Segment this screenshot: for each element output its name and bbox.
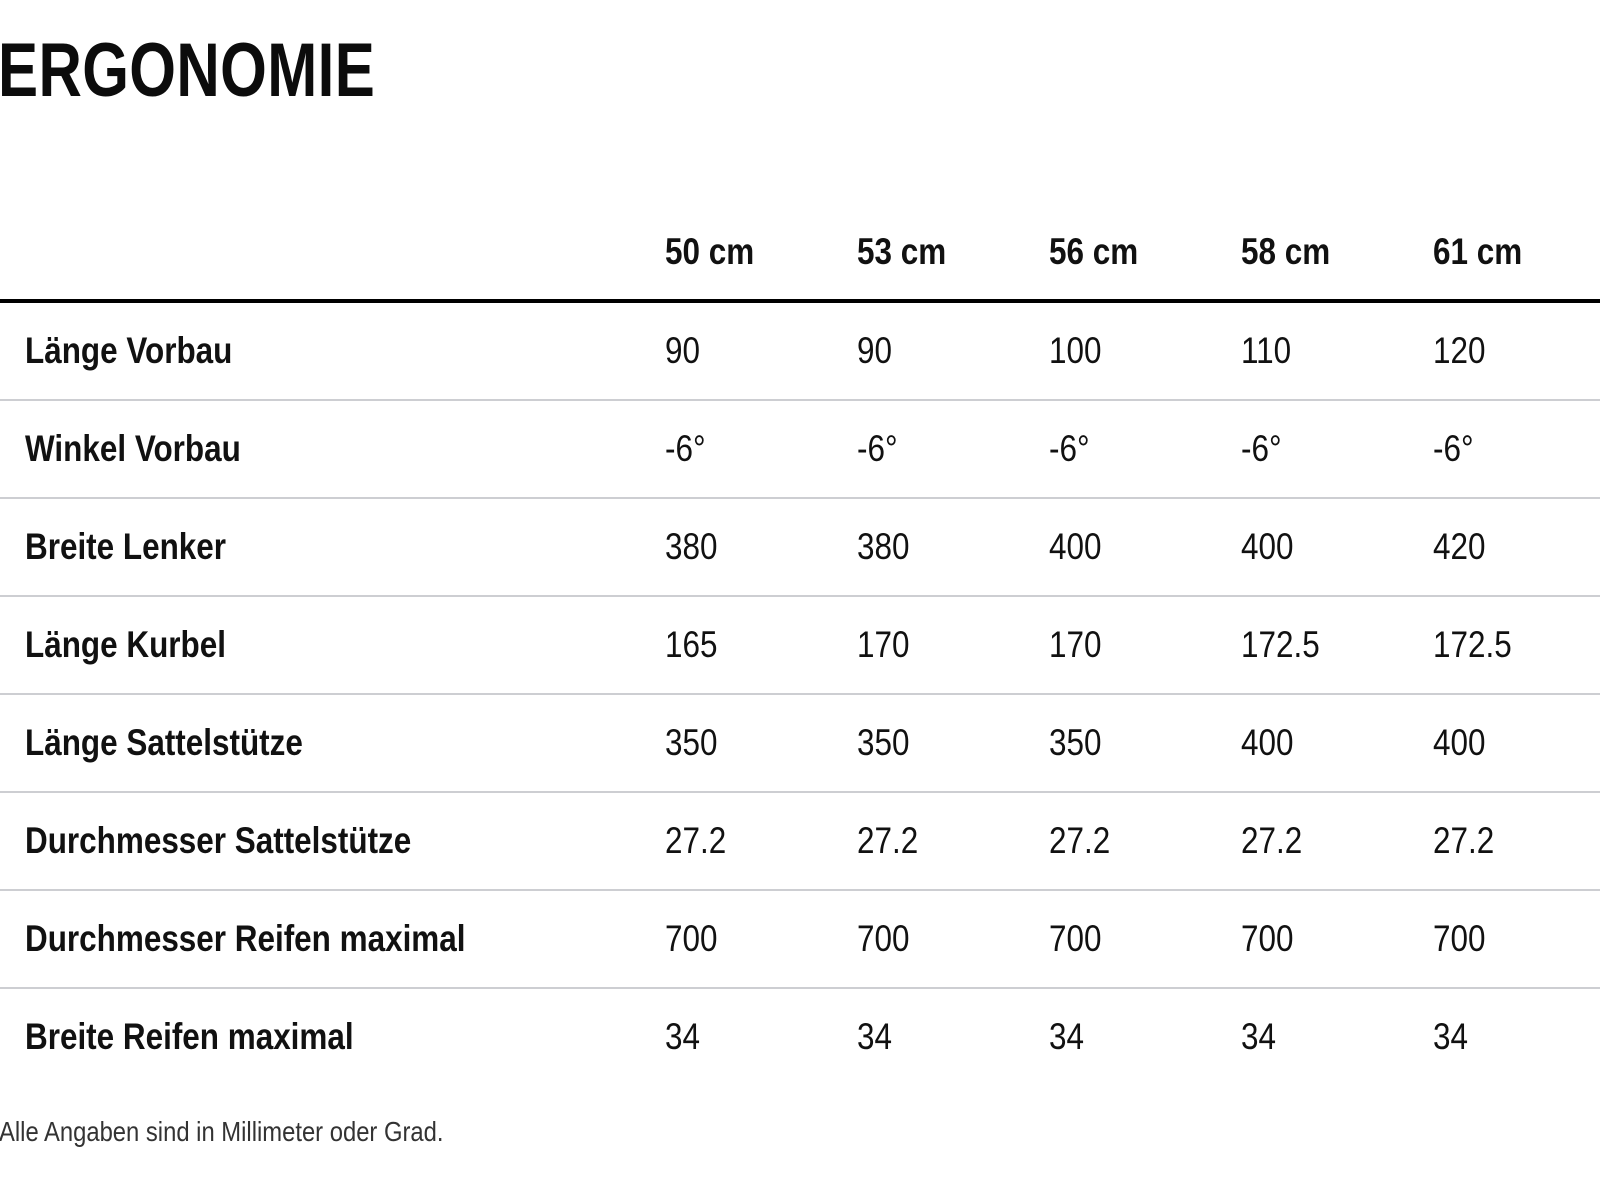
- row-label: Winkel Vorbau: [0, 400, 640, 499]
- value-cell: 350: [832, 694, 1024, 793]
- size-column-header-label: 53 cm: [857, 231, 947, 272]
- size-column-header-label: 58 cm: [1241, 231, 1331, 272]
- value-cell: 27.2: [1408, 792, 1600, 891]
- value-cell: 420: [1408, 498, 1600, 597]
- size-column-header-label: 56 cm: [1049, 231, 1139, 272]
- value-cell: -6°: [832, 400, 1024, 499]
- value-cell: -6°: [1024, 400, 1216, 499]
- value-cell: 170: [1024, 596, 1216, 695]
- row-label: Durchmesser Sattelstütze: [0, 792, 640, 891]
- page-title-text: ERGONOMIE: [0, 28, 376, 113]
- value-cell: 34: [857, 1016, 892, 1057]
- value-cell: 350: [1024, 694, 1216, 793]
- table-row: Breite Lenker 380 380 400 400 420: [0, 498, 1600, 597]
- value-cell: 172.5: [1408, 596, 1600, 695]
- size-column-header-56: 56 cm: [1024, 179, 1216, 303]
- row-label: Breite Lenker: [0, 498, 640, 597]
- row-label: Breite Reifen maximal: [25, 1016, 354, 1057]
- row-label: Durchmesser Reifen maximal: [0, 890, 640, 989]
- size-column-header-label: 50 cm: [665, 231, 755, 272]
- value-cell: 120: [1408, 301, 1600, 401]
- value-cell: 700: [1216, 890, 1408, 989]
- table-row: Durchmesser Reifen maximal 700 700 700 7…: [0, 890, 1600, 989]
- footnote: Alle Angaben sind in Millimeter oder Gra…: [0, 1112, 522, 1152]
- row-label: Länge Kurbel: [0, 596, 640, 695]
- value-cell: 170: [832, 596, 1024, 695]
- value-cell: 27.2: [640, 792, 832, 891]
- size-column-header-61: 61 cm: [1408, 179, 1600, 303]
- value-cell: 110: [1216, 301, 1408, 401]
- value-cell: 700: [640, 890, 832, 989]
- value-cell: 700: [1408, 890, 1600, 989]
- value-cell: 400: [1216, 694, 1408, 793]
- value-cell: 34: [665, 1016, 700, 1057]
- value-cell: 34: [1241, 1016, 1276, 1057]
- header-empty-cell: [0, 179, 640, 303]
- size-column-header-53: 53 cm: [832, 179, 1024, 303]
- table-row: Länge Sattelstütze 350 350 350 400 400: [0, 694, 1600, 793]
- value-cell: 380: [832, 498, 1024, 597]
- value-cell: 165: [640, 596, 832, 695]
- size-column-header-50: 50 cm: [640, 179, 832, 303]
- table-row: Länge Kurbel 165 170 170 172.5 172.5: [0, 596, 1600, 695]
- value-cell: 400: [1024, 498, 1216, 597]
- value-cell: 27.2: [832, 792, 1024, 891]
- value-cell: 100: [1024, 301, 1216, 401]
- value-cell: 90: [640, 301, 832, 401]
- row-label: Länge Sattelstütze: [0, 694, 640, 793]
- row-label: Länge Vorbau: [0, 301, 640, 401]
- table-header-row: 50 cm 53 cm 56 cm 58 cm 61 cm: [0, 179, 1600, 303]
- value-cell: -6°: [1216, 400, 1408, 499]
- value-cell: 700: [832, 890, 1024, 989]
- value-cell: 380: [640, 498, 832, 597]
- table-row: Breite Reifen maximal 34 34 34 34 34: [0, 988, 1600, 1085]
- value-cell: 90: [832, 301, 1024, 401]
- value-cell: 34: [1049, 1016, 1084, 1057]
- value-cell: 34: [1433, 1016, 1468, 1057]
- table-row: Durchmesser Sattelstütze 27.2 27.2 27.2 …: [0, 792, 1600, 891]
- table-row: Länge Vorbau 90 90 100 110 120: [0, 301, 1600, 401]
- value-cell: 27.2: [1216, 792, 1408, 891]
- ergonomics-table: 50 cm 53 cm 56 cm 58 cm 61 cm Länge Vorb…: [0, 179, 1600, 1085]
- value-cell: -6°: [640, 400, 832, 499]
- size-column-header-label: 61 cm: [1433, 231, 1523, 272]
- page-title: ERGONOMIE: [0, 33, 475, 109]
- value-cell: 172.5: [1216, 596, 1408, 695]
- value-cell: 400: [1408, 694, 1600, 793]
- value-cell: 400: [1216, 498, 1408, 597]
- value-cell: 27.2: [1024, 792, 1216, 891]
- footnote-text: Alle Angaben sind in Millimeter oder Gra…: [0, 1116, 444, 1147]
- size-column-header-58: 58 cm: [1216, 179, 1408, 303]
- value-cell: 700: [1024, 890, 1216, 989]
- value-cell: 350: [640, 694, 832, 793]
- value-cell: -6°: [1408, 400, 1600, 499]
- table-row: Winkel Vorbau -6° -6° -6° -6° -6°: [0, 400, 1600, 499]
